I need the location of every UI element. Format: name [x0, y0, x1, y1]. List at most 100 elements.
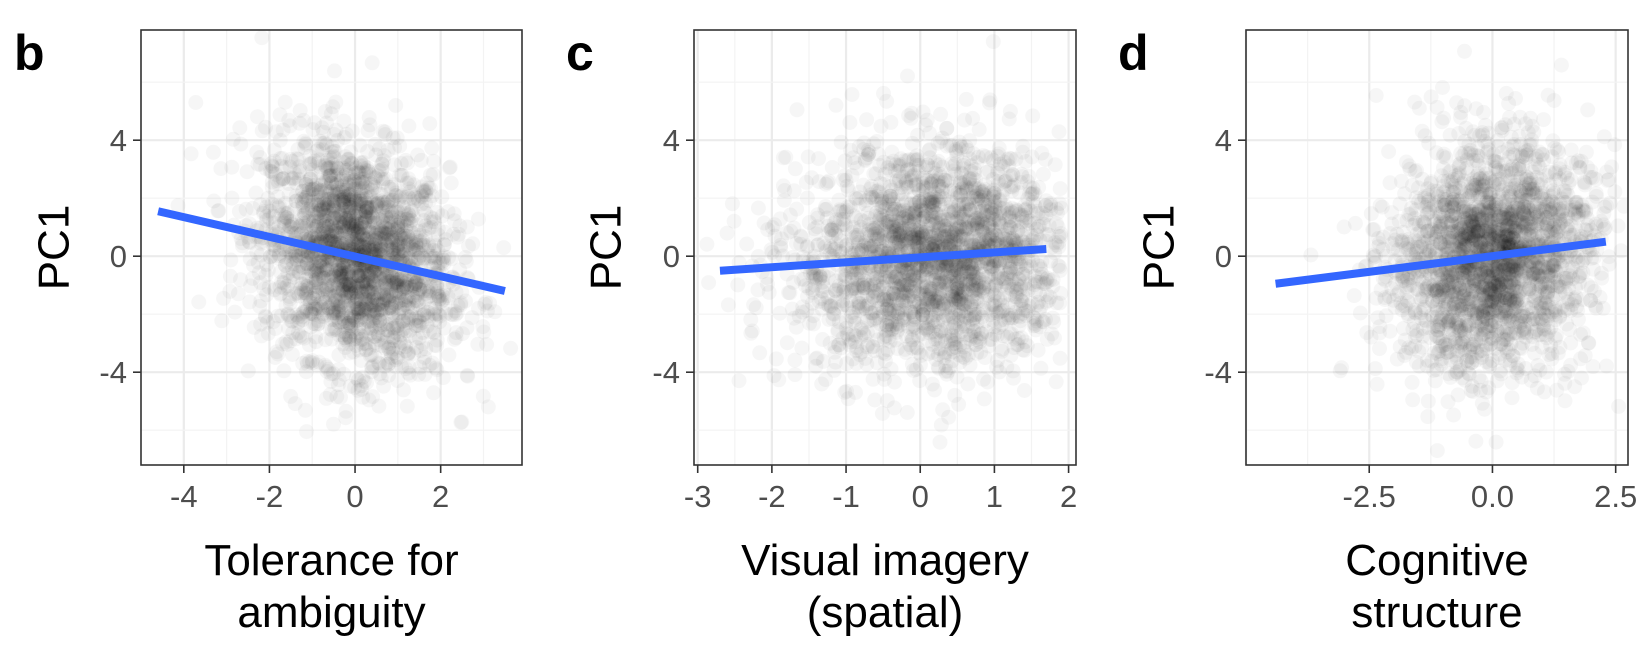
data-point: [878, 270, 893, 285]
data-point: [305, 178, 320, 193]
data-point: [771, 372, 786, 387]
x-tick-label: 0: [346, 479, 363, 514]
data-point: [355, 180, 370, 195]
data-point: [804, 170, 819, 185]
data-point: [255, 123, 270, 138]
data-point: [322, 277, 337, 292]
data-point: [319, 161, 334, 176]
data-point: [434, 189, 449, 204]
data-point: [216, 291, 231, 306]
y-tick-label: 4: [663, 123, 680, 158]
data-point: [848, 190, 863, 205]
data-point: [1004, 151, 1019, 166]
data-point: [842, 115, 857, 130]
data-point: [426, 154, 441, 169]
data-point: [946, 159, 961, 174]
data-point: [385, 193, 400, 208]
data-point: [420, 243, 435, 258]
data-point: [775, 249, 790, 264]
data-point: [1053, 351, 1068, 366]
data-point: [380, 322, 395, 337]
data-point: [313, 299, 328, 314]
data-point: [396, 243, 411, 258]
data-point: [334, 263, 349, 278]
data-point: [408, 276, 423, 291]
x-tick-label: -2: [758, 479, 786, 514]
data-point: [321, 464, 336, 479]
data-point: [254, 30, 269, 45]
data-point: [743, 326, 758, 341]
data-point: [426, 167, 441, 182]
data-point: [876, 367, 891, 382]
data-point: [895, 311, 910, 326]
data-point: [240, 164, 255, 179]
data-point: [835, 331, 850, 346]
data-point: [900, 162, 915, 177]
data-point: [285, 172, 300, 187]
data-point: [336, 183, 351, 198]
data-point: [790, 102, 805, 117]
data-point: [905, 136, 920, 151]
data-point: [835, 293, 850, 308]
data-point: [323, 366, 338, 381]
x-tick-label: 0: [912, 479, 929, 514]
data-point: [479, 337, 494, 352]
x-axis-title: (spatial): [807, 588, 964, 637]
data-point: [874, 119, 889, 134]
data-point: [778, 150, 793, 165]
y-tick-label: 4: [110, 123, 127, 158]
data-point: [818, 199, 833, 214]
data-point: [933, 435, 948, 450]
data-point: [422, 116, 437, 131]
x-tick-label: 2: [1060, 479, 1077, 514]
data-point: [794, 341, 809, 356]
data-point: [1053, 181, 1068, 196]
y-tick-label: -4: [99, 355, 127, 390]
data-point: [1025, 108, 1040, 123]
data-point: [933, 107, 948, 122]
data-point: [416, 184, 431, 199]
data-point: [929, 205, 944, 220]
data-point: [328, 144, 343, 159]
data-point: [293, 103, 308, 118]
data-point: [732, 373, 747, 388]
data-point: [810, 219, 825, 234]
panel-d-points: [1303, 44, 1631, 458]
data-point: [253, 317, 268, 332]
data-point: [897, 237, 912, 252]
data-point: [938, 364, 953, 379]
data-point: [825, 160, 840, 175]
data-point: [460, 320, 475, 335]
data-point: [880, 298, 895, 313]
data-point: [780, 335, 795, 350]
panel-c-fit-line: [719, 244, 1047, 275]
data-point: [1047, 331, 1062, 346]
data-point: [916, 321, 931, 336]
data-point: [808, 359, 823, 374]
data-point: [335, 223, 350, 238]
data-point: [388, 98, 403, 113]
data-point: [351, 301, 366, 316]
x-tick-label: -4: [170, 479, 198, 514]
data-point: [767, 217, 782, 232]
data-point: [725, 196, 740, 211]
data-point: [297, 140, 312, 155]
data-point: [769, 351, 784, 366]
data-point: [1017, 383, 1032, 398]
data-point: [298, 403, 313, 418]
data-point: [304, 156, 319, 171]
data-point: [1039, 295, 1054, 310]
data-point: [992, 364, 1007, 379]
data-point: [476, 325, 491, 340]
data-point: [442, 160, 457, 175]
data-point: [426, 385, 441, 400]
data-point: [907, 214, 922, 229]
data-point: [261, 191, 276, 206]
data-point: [1018, 203, 1033, 218]
data-point: [800, 238, 815, 253]
data-point: [460, 369, 475, 384]
data-point: [730, 277, 745, 292]
data-point: [930, 314, 945, 329]
